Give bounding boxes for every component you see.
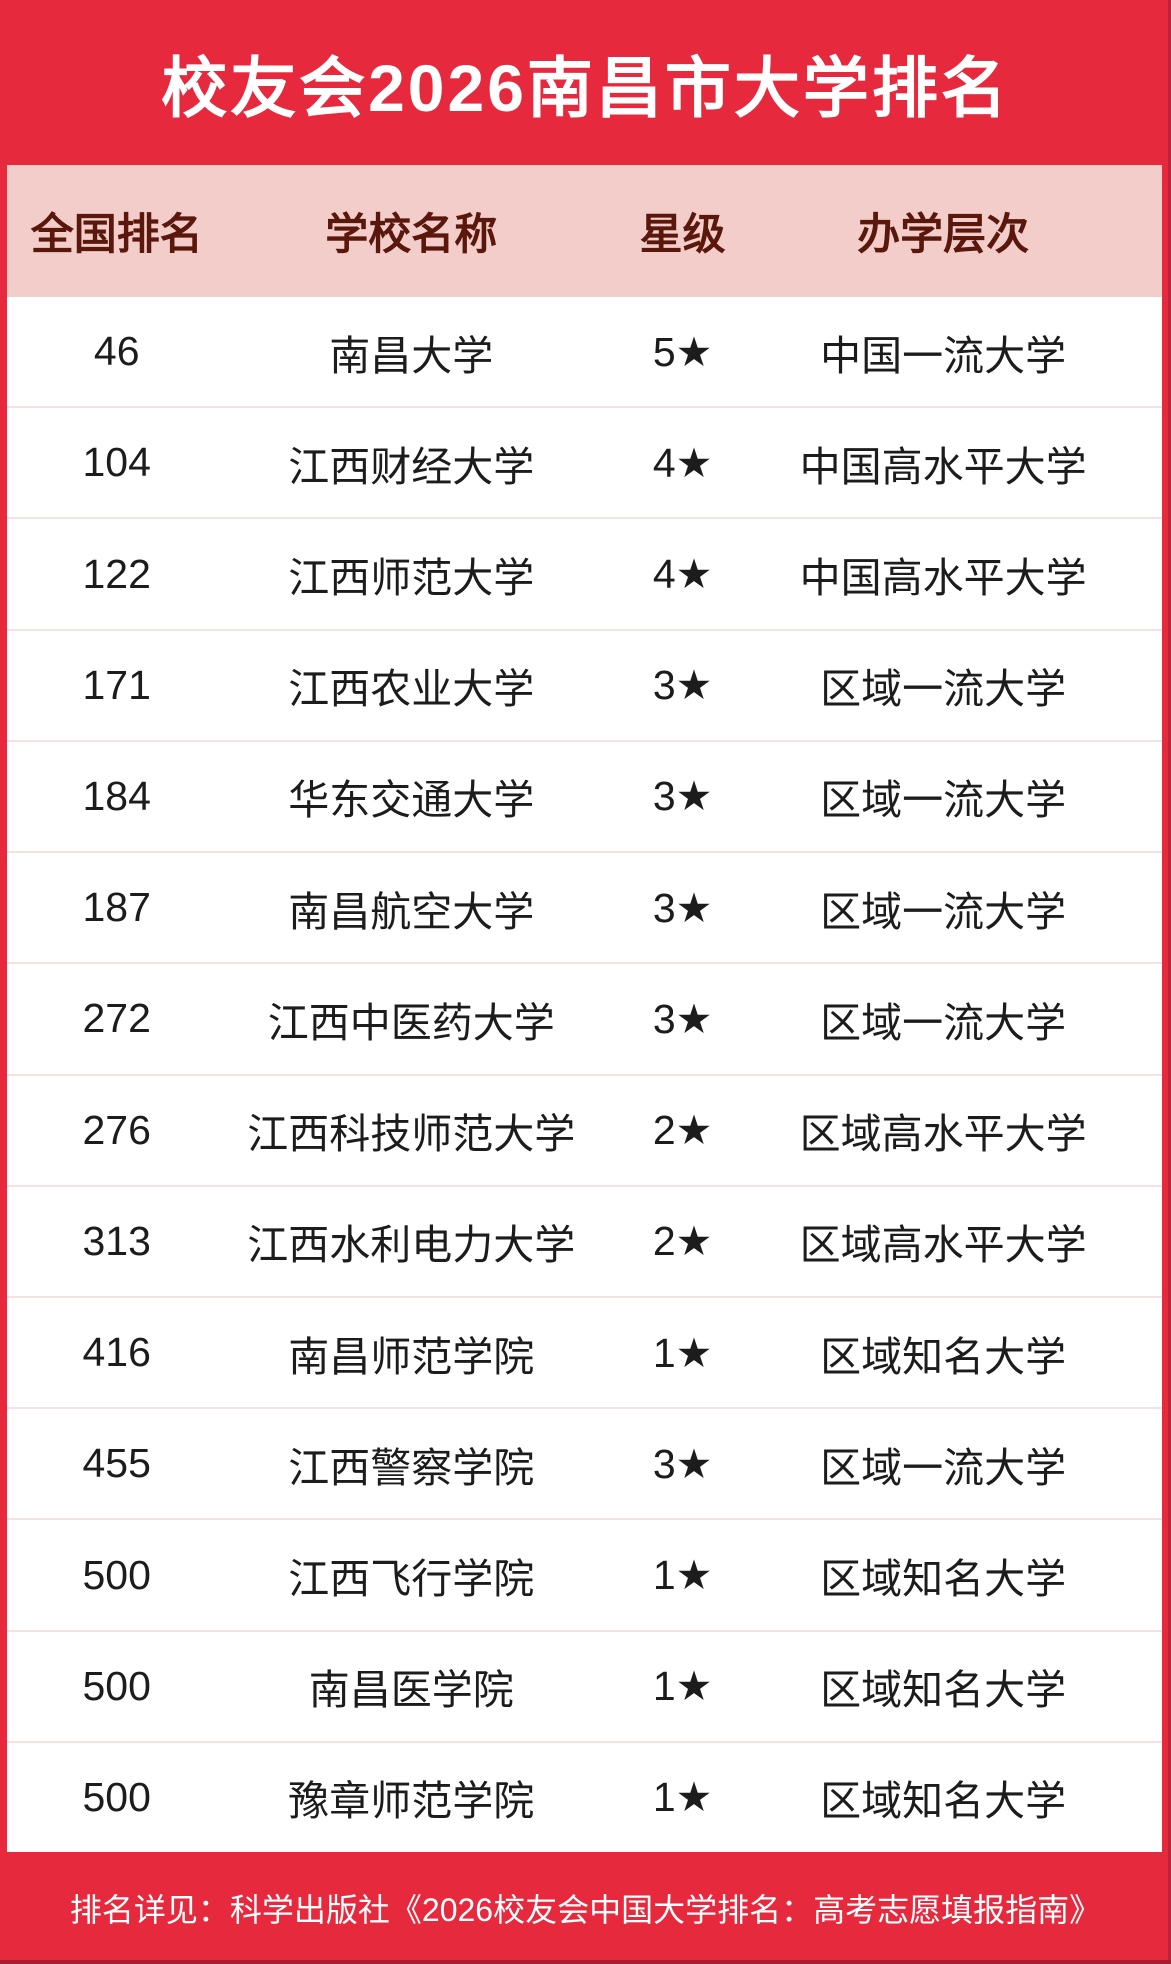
level-cell: 区域一流大学 bbox=[820, 666, 1067, 713]
level-cell: 区域高水平大学 bbox=[799, 1111, 1087, 1158]
stars-cell: 3★ bbox=[652, 884, 713, 931]
bottom-edge-line bbox=[0, 1960, 1171, 1964]
school-cell: 江西飞行学院 bbox=[288, 1556, 535, 1603]
stars-cell: 2★ bbox=[652, 1218, 713, 1265]
column-header-rank: 全国排名 bbox=[30, 211, 203, 259]
table-row: 46 南昌大学 5★ 中国一流大学 bbox=[7, 297, 1162, 406]
level-cell: 区域一流大学 bbox=[820, 777, 1067, 824]
school-cell: 南昌航空大学 bbox=[288, 888, 535, 935]
stars-cell: 1★ bbox=[652, 1552, 713, 1599]
stars-cell: 4★ bbox=[652, 551, 713, 598]
stars-cell: 3★ bbox=[652, 1440, 713, 1487]
level-cell: 区域一流大学 bbox=[820, 999, 1067, 1046]
stars-cell: 1★ bbox=[652, 1663, 713, 1710]
rank-cell: 500 bbox=[82, 1551, 151, 1598]
stars-cell: 3★ bbox=[652, 773, 713, 820]
stars-cell: 5★ bbox=[652, 328, 713, 375]
column-header-level: 办学层次 bbox=[857, 211, 1030, 259]
school-cell: 华东交通大学 bbox=[288, 777, 535, 824]
rank-cell: 416 bbox=[82, 1329, 151, 1376]
right-edge-line bbox=[1168, 0, 1171, 1964]
table-header-row: 全国排名 学校名称 星级 办学层次 bbox=[7, 165, 1162, 297]
school-cell: 江西师范大学 bbox=[288, 555, 535, 602]
table-row: 272 江西中医药大学 3★ 区域一流大学 bbox=[7, 962, 1162, 1073]
level-cell: 中国高水平大学 bbox=[799, 443, 1087, 490]
table-row: 276 江西科技师范大学 2★ 区域高水平大学 bbox=[7, 1073, 1162, 1185]
column-header-stars: 星级 bbox=[639, 211, 726, 259]
table-row: 184 华东交通大学 3★ 区域一流大学 bbox=[7, 739, 1162, 851]
table-row: 455 江西警察学院 3★ 区域一流大学 bbox=[7, 1407, 1162, 1518]
rank-cell: 500 bbox=[82, 1773, 151, 1820]
school-cell: 南昌大学 bbox=[329, 332, 494, 379]
level-cell: 区域一流大学 bbox=[820, 1444, 1067, 1491]
table-body: 46 南昌大学 5★ 中国一流大学 104 江西财经大学 4★ 中国高水平大学 … bbox=[7, 297, 1162, 1852]
table-row: 500 豫章师范学院 1★ 区域知名大学 bbox=[7, 1740, 1162, 1852]
page-title: 校友会2026南昌市大学排名 bbox=[161, 50, 1010, 125]
stars-cell: 3★ bbox=[652, 662, 713, 709]
table-row: 500 南昌医学院 1★ 区域知名大学 bbox=[7, 1629, 1162, 1741]
level-cell: 区域知名大学 bbox=[820, 1778, 1067, 1825]
table-row: 416 南昌师范学院 1★ 区域知名大学 bbox=[7, 1295, 1162, 1407]
rank-cell: 104 bbox=[82, 439, 151, 486]
school-cell: 江西财经大学 bbox=[288, 443, 535, 490]
rank-cell: 313 bbox=[82, 1217, 151, 1264]
level-cell: 区域知名大学 bbox=[820, 1556, 1067, 1603]
level-cell: 区域高水平大学 bbox=[799, 1222, 1087, 1269]
school-cell: 南昌医学院 bbox=[308, 1667, 514, 1714]
level-cell: 中国一流大学 bbox=[820, 332, 1067, 379]
rank-cell: 184 bbox=[82, 772, 151, 819]
table-row: 104 江西财经大学 4★ 中国高水平大学 bbox=[7, 406, 1162, 517]
school-cell: 江西水利电力大学 bbox=[247, 1222, 576, 1269]
level-cell: 中国高水平大学 bbox=[799, 555, 1087, 602]
footer: 排名详见：科学出版社《2026校友会中国大学排名：高考志愿填报指南》 bbox=[0, 1852, 1171, 1964]
rank-cell: 500 bbox=[82, 1662, 151, 1709]
rank-cell: 272 bbox=[82, 995, 151, 1042]
school-cell: 江西科技师范大学 bbox=[247, 1111, 576, 1158]
rank-cell: 122 bbox=[82, 550, 151, 597]
rank-cell: 455 bbox=[82, 1440, 151, 1487]
ranking-table: 全国排名 学校名称 星级 办学层次 46 南昌大学 5★ 中国一流大学 104 … bbox=[7, 165, 1162, 1852]
school-cell: 江西农业大学 bbox=[288, 666, 535, 713]
table-row: 500 江西飞行学院 1★ 区域知名大学 bbox=[7, 1518, 1162, 1629]
level-cell: 区域一流大学 bbox=[820, 888, 1067, 935]
rank-cell: 171 bbox=[82, 661, 151, 708]
rank-cell: 187 bbox=[82, 884, 151, 931]
stars-cell: 1★ bbox=[652, 1329, 713, 1376]
table-row: 187 南昌航空大学 3★ 区域一流大学 bbox=[7, 851, 1162, 962]
school-cell: 江西中医药大学 bbox=[267, 999, 555, 1046]
footer-note: 排名详见：科学出版社《2026校友会中国大学排名：高考志愿填报指南》 bbox=[69, 1892, 1102, 1928]
school-cell: 江西警察学院 bbox=[288, 1444, 535, 1491]
stars-cell: 1★ bbox=[652, 1774, 713, 1821]
school-cell: 南昌师范学院 bbox=[288, 1333, 535, 1380]
stars-cell: 4★ bbox=[652, 439, 713, 486]
column-header-school: 学校名称 bbox=[325, 211, 498, 259]
rank-cell: 46 bbox=[93, 328, 140, 375]
level-cell: 区域知名大学 bbox=[820, 1667, 1067, 1714]
stars-cell: 3★ bbox=[652, 995, 713, 1042]
rank-cell: 276 bbox=[82, 1106, 151, 1153]
school-cell: 豫章师范学院 bbox=[288, 1778, 535, 1825]
table-row: 313 江西水利电力大学 2★ 区域高水平大学 bbox=[7, 1184, 1162, 1296]
table-row: 122 江西师范大学 4★ 中国高水平大学 bbox=[7, 517, 1162, 628]
page-header: 校友会2026南昌市大学排名 bbox=[0, 0, 1171, 165]
stars-cell: 2★ bbox=[652, 1107, 713, 1154]
level-cell: 区域知名大学 bbox=[820, 1333, 1067, 1380]
table-row: 171 江西农业大学 3★ 区域一流大学 bbox=[7, 628, 1162, 740]
